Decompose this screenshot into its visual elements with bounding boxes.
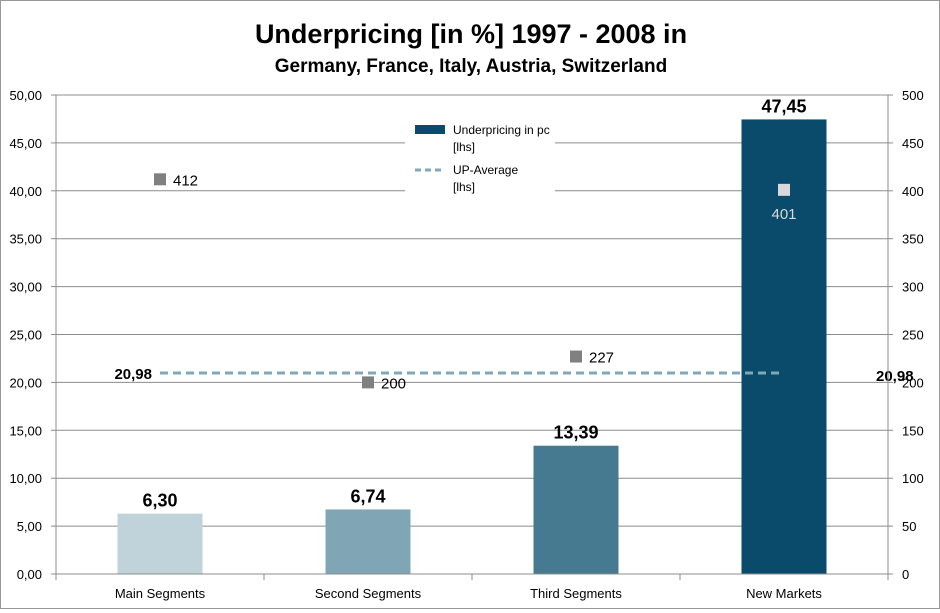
bar-value-label: 6,30 (142, 491, 177, 511)
axes: 0,00 0 5,00 50 10,00 100 15,00 150 20,00 200 25,00… (9, 88, 923, 601)
right-tick-label: 300 (902, 280, 924, 295)
left-tick-label: 10,00 (9, 471, 42, 486)
average-label-right: 20,98 (876, 368, 914, 385)
left-tick-label: 35,00 (9, 232, 42, 247)
legend-label-average: UP-Average (453, 163, 518, 177)
chart-subtitle: Germany, France, Italy, Austria, Switzer… (275, 56, 667, 77)
right-tick-label: 400 (902, 184, 924, 199)
markers: 412 200 227 401 (154, 172, 797, 392)
left-tick-label: 40,00 (9, 184, 42, 199)
marker (362, 376, 374, 389)
bar-value-label: 6,74 (350, 486, 385, 506)
bar-value-label: 13,39 (553, 423, 598, 443)
marker-label: 412 (173, 172, 198, 189)
marker (154, 173, 166, 186)
marker (570, 350, 582, 363)
bars: 6,30 6,74 13,39 47,45 (117, 96, 827, 574)
right-tick-label: 500 (902, 88, 924, 103)
legend-swatch-bars (415, 125, 445, 134)
bar-value-label: 47,45 (761, 96, 806, 116)
left-tick-label: 30,00 (9, 280, 42, 295)
category-label: Third Segments (530, 586, 622, 601)
left-tick-label: 45,00 (9, 136, 42, 151)
category-label: Second Segments (315, 586, 422, 601)
average-label-left: 20,98 (114, 366, 152, 383)
marker-label: 401 (771, 206, 796, 223)
left-tick-label: 0,00 (17, 567, 42, 582)
marker (778, 183, 790, 196)
average-line-group: 20,98 20,98 (114, 366, 913, 385)
left-tick-label: 50,00 (9, 88, 42, 103)
marker-label: 200 (381, 375, 406, 392)
right-tick-label: 50 (902, 519, 916, 534)
marker-label: 227 (589, 350, 614, 367)
right-tick-label: 250 (902, 328, 924, 343)
bar (325, 509, 411, 574)
left-tick-label: 5,00 (17, 519, 42, 534)
right-tick-label: 200 (902, 375, 924, 390)
legend: Underpricing in pc [lhs] UP-Average [lhs] (405, 113, 555, 199)
legend-label-bars-suffix: [lhs] (453, 140, 475, 154)
right-tick-label: 150 (902, 423, 924, 438)
right-tick-label: 350 (902, 232, 924, 247)
right-tick-label: 0 (902, 567, 909, 582)
category-label: New Markets (746, 586, 822, 601)
right-tick-label: 450 (902, 136, 924, 151)
legend-label-bars: Underpricing in pc (453, 123, 550, 137)
legend-label-average-suffix: [lhs] (453, 180, 475, 194)
bar (117, 513, 203, 574)
left-tick-label: 20,00 (9, 375, 42, 390)
category-label: Main Segments (115, 586, 206, 601)
left-tick-label: 15,00 (9, 423, 42, 438)
left-tick-label: 25,00 (9, 328, 42, 343)
bar (533, 445, 619, 574)
right-tick-label: 100 (902, 471, 924, 486)
chart-title: Underpricing [in %] 1997 - 2008 in (255, 19, 687, 49)
